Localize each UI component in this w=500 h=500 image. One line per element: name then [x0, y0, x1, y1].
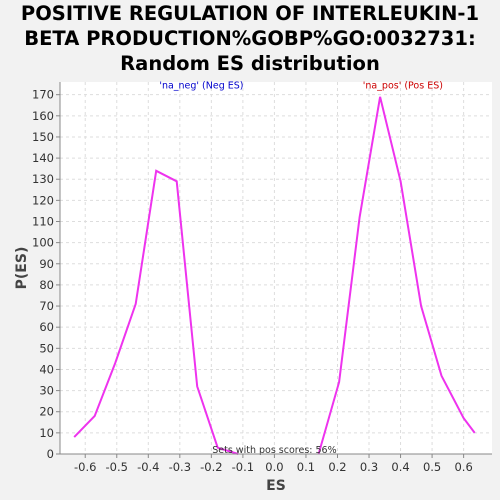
y-tick-label: 10 — [39, 426, 54, 440]
y-tick-label: 170 — [32, 88, 54, 102]
x-tick-label: 0.4 — [391, 460, 409, 474]
pos-scores-annotation: Sets with pos scores: 56% — [212, 445, 336, 456]
y-tick-label: 120 — [32, 193, 54, 207]
chart-title-line-1: POSITIVE REGULATION OF INTERLEUKIN-1 — [20, 2, 480, 25]
x-tick-label: 0.1 — [297, 460, 315, 474]
x-tick-label: -0.4 — [137, 460, 159, 474]
es-series-line-2 — [317, 96, 476, 455]
x-tick-label: 0.2 — [328, 460, 346, 474]
x-tick-label: 0.0 — [265, 460, 283, 474]
pos-es-annotation: 'na_pos' (Pos ES) — [363, 80, 443, 91]
y-tick-label: 110 — [32, 215, 54, 229]
x-tick-label: -0.1 — [232, 460, 254, 474]
x-tick-label: -0.3 — [169, 460, 191, 474]
y-tick-label: 30 — [39, 384, 54, 398]
y-tick-label: 160 — [32, 109, 54, 123]
y-tick-label: 150 — [32, 130, 54, 144]
x-tick-label: 0.5 — [423, 460, 441, 474]
plot-area — [60, 82, 492, 454]
x-tick-label: 0.6 — [454, 460, 472, 474]
y-tick-label: 20 — [39, 405, 54, 419]
x-tick-label: -0.2 — [200, 460, 222, 474]
y-tick-label: 50 — [39, 341, 54, 355]
x-tick-label: -0.5 — [106, 460, 128, 474]
chart-title-line-3: Random ES distribution — [120, 52, 380, 75]
y-tick-label: 130 — [32, 172, 54, 186]
x-tick-label: 0.3 — [360, 460, 378, 474]
x-tick-label: -0.6 — [74, 460, 96, 474]
y-tick-label: 140 — [32, 151, 54, 165]
chart-title-line-2: BETA PRODUCTION%GOBP%GO:0032731: — [24, 27, 476, 50]
y-tick-label: 80 — [39, 278, 54, 292]
y-axis-label: P(ES) — [14, 247, 30, 290]
x-axis-label: ES — [266, 478, 286, 494]
y-tick-label: 0 — [47, 447, 54, 461]
y-tick-label: 40 — [39, 362, 54, 376]
neg-es-annotation: 'na_neg' (Neg ES) — [159, 80, 243, 91]
y-tick-label: 100 — [32, 236, 54, 250]
es-series-line-1 — [73, 169, 239, 455]
y-tick-label: 90 — [39, 257, 54, 271]
y-tick-label: 70 — [39, 299, 54, 313]
y-tick-label: 60 — [39, 320, 54, 334]
